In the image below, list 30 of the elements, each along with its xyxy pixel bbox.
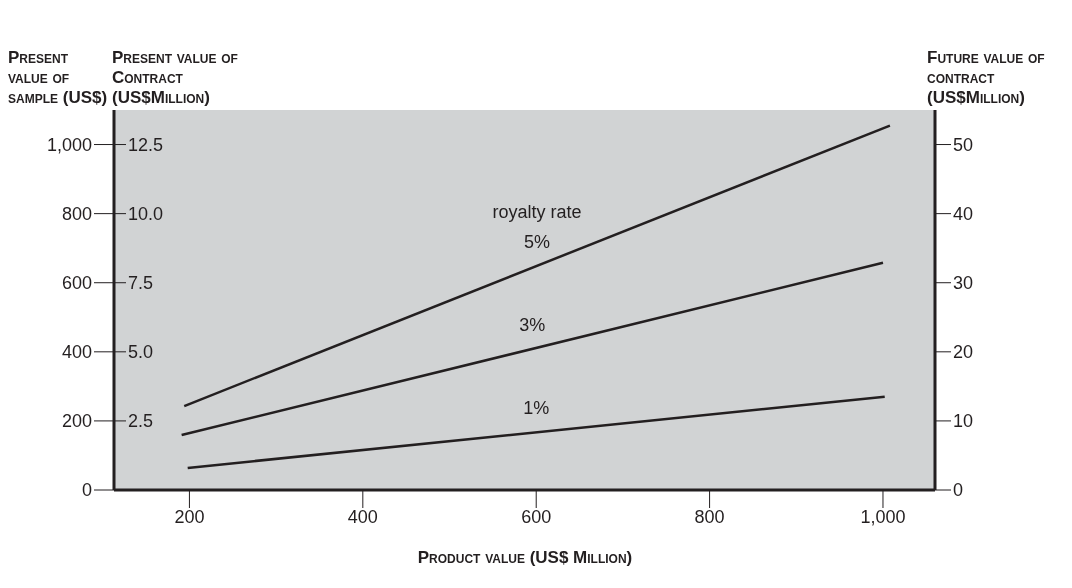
y2-tick-label: 40 (953, 204, 974, 225)
x-tick-label: 400 (347, 506, 378, 527)
series-label: 5% (524, 231, 551, 252)
y2-tick-label: 30 (953, 273, 974, 294)
x-tick-label: 1,000 (860, 506, 906, 527)
y-tick-label: 400 (61, 342, 92, 363)
series-label: 3% (519, 314, 546, 335)
y-tick-label: 200 (61, 411, 92, 432)
y-tick-label: 0 (81, 480, 92, 501)
x-tick-label: 600 (521, 506, 552, 527)
y2-axis-title: Future value of contract (US$Million) (927, 48, 1046, 108)
series-label: 1% (523, 398, 550, 419)
y3-axis-title: Present value of Contract (US$Million) (112, 48, 239, 108)
y3-tick-label: 2.5 (128, 411, 154, 432)
x-axis-title: Product value (US$ Million) (416, 548, 634, 568)
y3-tick-label: 5.0 (128, 342, 154, 363)
y3-tick-label: 7.5 (128, 273, 154, 294)
y-tick-label: 800 (61, 204, 92, 225)
y3-tick-label: 12.5 (128, 134, 164, 155)
y2-tick-label: 20 (953, 342, 974, 363)
y-tick-label: 600 (61, 273, 92, 294)
y2-tick-label: 10 (953, 411, 974, 432)
y2-tick-label: 0 (953, 480, 964, 501)
y-axis-title: Present value of sample (US$) (8, 48, 108, 108)
y2-tick-label: 50 (953, 134, 974, 155)
y3-tick-label: 10.0 (128, 204, 164, 225)
y-tick-label: 1,000 (46, 134, 92, 155)
x-tick-label: 200 (174, 506, 205, 527)
annotation: royalty rate (492, 201, 582, 222)
x-tick-label: 800 (694, 506, 725, 527)
